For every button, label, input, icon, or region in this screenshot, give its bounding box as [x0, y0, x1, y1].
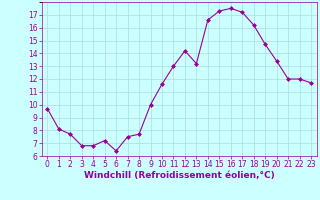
X-axis label: Windchill (Refroidissement éolien,°C): Windchill (Refroidissement éolien,°C) [84, 171, 275, 180]
